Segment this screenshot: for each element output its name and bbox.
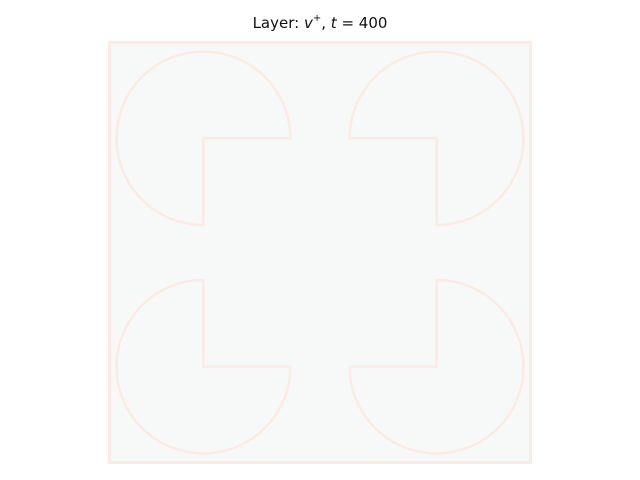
- title-time-value: 400: [358, 14, 388, 32]
- title-equals: =: [336, 14, 359, 32]
- title-prefix: Layer:: [252, 14, 304, 32]
- lobe-top-left: [115, 50, 292, 227]
- title-separator: ,: [321, 14, 331, 32]
- heatmap-boundary-ridge: [108, 41, 532, 464]
- title-superscript: +: [312, 13, 322, 24]
- lobe-group: [115, 50, 525, 455]
- lobe-bottom-left: [115, 278, 292, 455]
- title-variable: v: [303, 14, 313, 32]
- chart-title: Layer: v+, t = 400: [0, 13, 640, 33]
- lobe-top-right: [348, 50, 525, 227]
- title-time-symbol: t: [330, 14, 337, 32]
- lobe-bottom-right: [348, 278, 525, 455]
